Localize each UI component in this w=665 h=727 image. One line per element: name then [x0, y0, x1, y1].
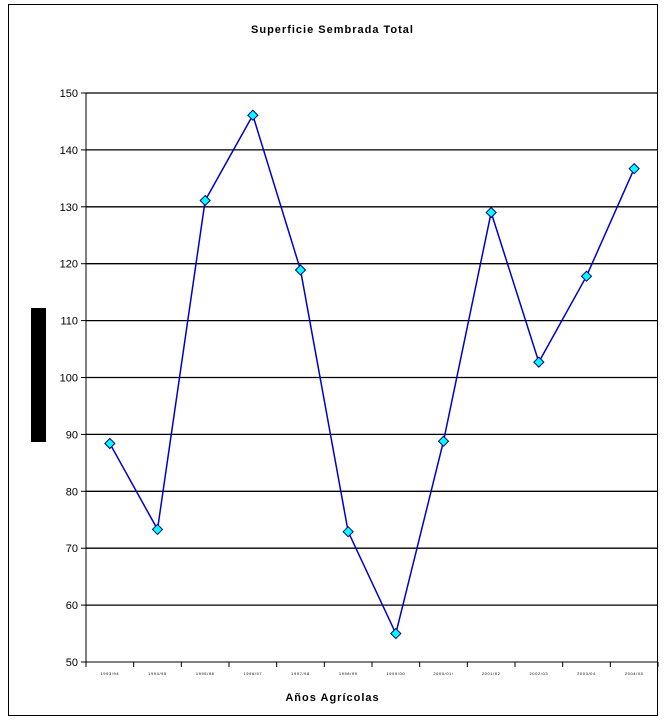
- y-tick-label-50: 50: [66, 657, 78, 669]
- y-tick-label-70: 70: [66, 543, 78, 555]
- x-tick-label-0: 1993/94: [100, 671, 119, 676]
- x-tick-label-5: 1998/99: [339, 671, 358, 676]
- y-tick-label-80: 80: [66, 486, 78, 498]
- x-axis-label: Años Agrícolas: [285, 692, 380, 704]
- y-tick-label-120: 120: [60, 259, 78, 271]
- data-point-10: [580, 270, 593, 282]
- data-point-2: [199, 194, 211, 207]
- y-tick-label-60: 60: [66, 600, 78, 612]
- x-tick-labels: 1993/94 1994/95 1995/96 1996/97 1997/98 1998/…: [100, 671, 643, 676]
- x-tick-label-6: 1999/00: [386, 671, 405, 676]
- data-point-6: [390, 627, 402, 640]
- y-tick-label-110: 110: [60, 316, 78, 328]
- data-point-8: [485, 206, 497, 219]
- data-point-11: [628, 162, 640, 175]
- data-point-4: [294, 264, 307, 276]
- x-tick-label-4: 1997/98: [291, 671, 310, 676]
- series-line-0: [109, 113, 635, 636]
- chart-frame: [8, 4, 658, 716]
- y-tick-label-90: 90: [66, 429, 78, 441]
- data-point-9: [533, 356, 545, 368]
- x-tick-label-9: 2002/03: [529, 671, 548, 676]
- gridlines: [86, 92, 658, 606]
- y-tick-label-100: 100: [60, 373, 78, 385]
- x-tick-label-1: 1994/95: [148, 671, 167, 676]
- y-tick-labels: 50 60 70 80 90 100 110 120 130 140 150: [60, 88, 78, 669]
- x-tick-label-2: 1995/96: [196, 671, 215, 676]
- data-point-7: [437, 435, 450, 447]
- x-tick-label-11: 2004/05: [625, 671, 644, 676]
- x-tick-label-7: 2000/01\: [433, 671, 454, 676]
- x-tick-label-10: 2003/04: [577, 671, 596, 676]
- x-tick-label-3: 1996/97: [243, 671, 262, 676]
- y-axis-label-redacted: [31, 308, 46, 442]
- data-point-1: [151, 523, 164, 536]
- data-point-5: [342, 525, 354, 538]
- y-tick-label-130: 130: [60, 202, 78, 214]
- x-tick-label-8: 2001/02: [482, 671, 501, 676]
- chart-title: Superficie Sembrada Total: [251, 24, 414, 36]
- series: [104, 109, 640, 640]
- y-tick-label-140: 140: [60, 145, 78, 157]
- data-point-3: [247, 109, 259, 121]
- y-tick-label-150: 150: [60, 88, 78, 100]
- axes: [81, 92, 659, 667]
- data-point-0: [104, 437, 116, 450]
